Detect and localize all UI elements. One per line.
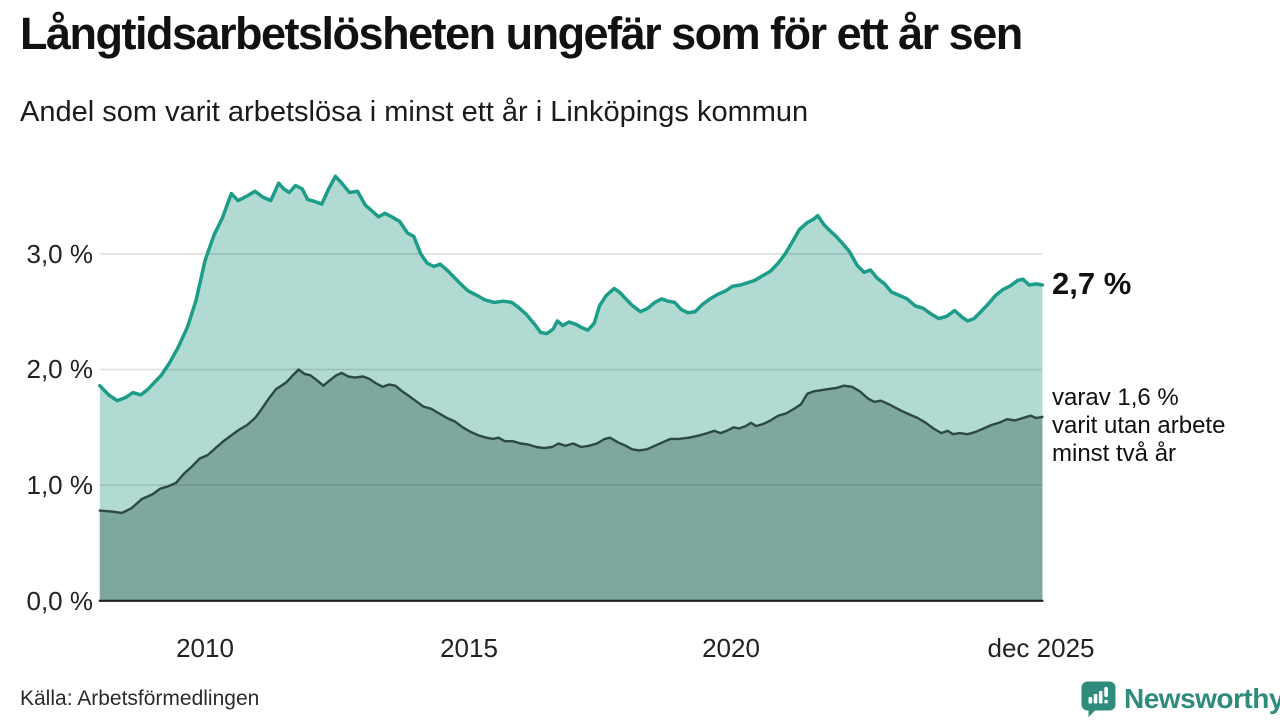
- newsworthy-wordmark: Newsworthy: [1124, 683, 1280, 714]
- newsworthy-speech-bubble-bar-chart-icon: [1081, 681, 1116, 717]
- y-tick-1: 1,0 %: [26, 470, 94, 500]
- two-year-annotation-line3: minst två år: [1052, 440, 1177, 467]
- x-tick-dec-2025: dec 2025: [987, 633, 1095, 663]
- two-year-annotation-line1: varav 1,6 %: [1052, 384, 1179, 411]
- total-value-annotation: 2,7 %: [1052, 266, 1132, 301]
- y-tick-2: 2,0 %: [26, 354, 94, 384]
- x-tick-2010: 2010: [176, 633, 234, 663]
- newsworthy-logo: Newsworthy: [1080, 680, 1280, 718]
- page-subtitle: Andel som varit arbetslösa i minst ett å…: [20, 96, 809, 128]
- area-total: [99, 176, 1043, 601]
- x-tick-2015: 2015: [440, 633, 498, 663]
- x-tick-2020: 2020: [702, 633, 760, 663]
- source-credit: Källa: Arbetsförmedlingen: [20, 687, 260, 710]
- line-two-years: [98, 368, 1044, 515]
- line-total: [98, 174, 1045, 403]
- area-two-years: [99, 369, 1043, 601]
- y-tick-3: 3,0 %: [26, 239, 94, 269]
- two-year-annotation: varav 1,6 % varit utan arbete minst två …: [1052, 384, 1225, 468]
- page-title: Långtidsarbetslösheten ungefär som för e…: [20, 8, 1023, 59]
- two-year-annotation-line2: varit utan arbete: [1052, 412, 1226, 439]
- y-tick-0: 0,0 %: [26, 586, 94, 616]
